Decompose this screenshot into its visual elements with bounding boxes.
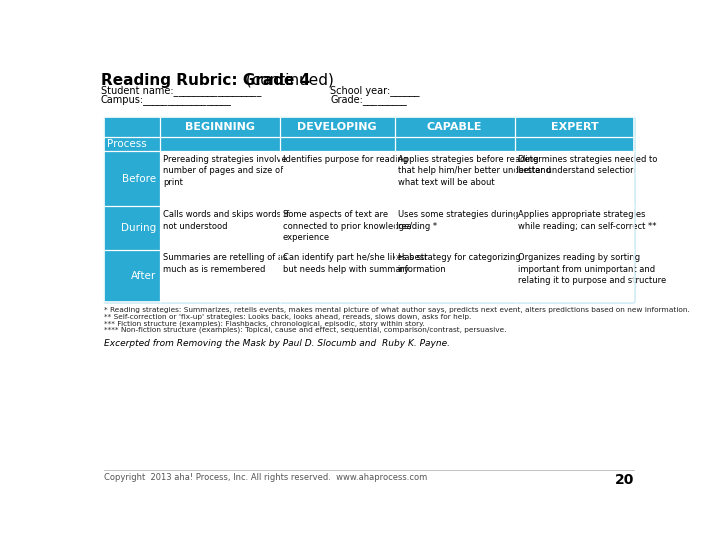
Bar [280, 206, 395, 249]
Text: School year:______: School year:______ [330, 85, 420, 96]
Text: Can identify part he/she likes best
but needs help with summary: Can identify part he/she likes best but … [283, 253, 428, 274]
Text: Copyright  2013 aha! Process, Inc. All rights reserved.  www.ahaprocess.com: Copyright 2013 aha! Process, Inc. All ri… [104, 473, 427, 482]
Bar [395, 206, 515, 249]
Text: CAPABLE: CAPABLE [427, 122, 482, 132]
Text: Grade:_________: Grade:_________ [330, 94, 407, 105]
Text: *** Fiction structure (examples): Flashbacks, chronological, episodic, story wit: *** Fiction structure (examples): Flashb… [104, 320, 425, 327]
Text: Excerpted from Removing the Mask by Paul D. Slocumb and  Ruby K. Payne.: Excerpted from Removing the Mask by Paul… [104, 339, 450, 348]
Bar [515, 151, 634, 206]
Text: BEGINNING: BEGINNING [185, 122, 255, 132]
Text: (continued): (continued) [241, 72, 334, 87]
Text: DEVELOPING: DEVELOPING [297, 122, 377, 132]
Text: ** Self-correction or 'fix-up' strategies: Looks back, looks ahead, rereads, slo: ** Self-correction or 'fix-up' strategie… [104, 314, 472, 320]
Text: Summaries are retelling of as
much as is remembered: Summaries are retelling of as much as is… [163, 253, 287, 274]
Text: Uses some strategies during
reading *: Uses some strategies during reading * [397, 211, 518, 231]
Text: Determines strategies needed to
better understand selection: Determines strategies needed to better u… [518, 155, 657, 176]
Bar [280, 151, 395, 206]
Text: Has strategy for categorizing
information: Has strategy for categorizing informatio… [397, 253, 521, 274]
Text: Applies strategies before reading
that help him/her better understand
what text : Applies strategies before reading that h… [397, 155, 551, 187]
Text: Campus:__________________: Campus:__________________ [101, 94, 232, 105]
Text: * Reading strategies: Summarizes, retells events, makes mental picture of what a: * Reading strategies: Summarizes, retell… [104, 307, 690, 313]
Text: EXPERT: EXPERT [551, 122, 598, 132]
Bar [515, 249, 634, 302]
Text: Process: Process [107, 139, 147, 149]
Bar [160, 206, 280, 249]
Bar [515, 206, 634, 249]
Text: Reading Rubric: Grade 4: Reading Rubric: Grade 4 [101, 72, 310, 87]
Text: After: After [130, 271, 156, 281]
Bar [160, 151, 280, 206]
Text: Some aspects of text are
connected to prior knowledge/
experience: Some aspects of text are connected to pr… [283, 211, 412, 242]
Text: Before: Before [122, 174, 156, 184]
Bar [280, 249, 395, 302]
Bar [160, 249, 280, 302]
Bar [395, 249, 515, 302]
Bar [104, 117, 634, 302]
Bar [104, 117, 634, 302]
Text: Prereading strategies involve
number of pages and size of
print: Prereading strategies involve number of … [163, 155, 287, 187]
Text: **** Non-fiction structure (examples): Topical, cause and effect, sequential, co: **** Non-fiction structure (examples): T… [104, 327, 506, 334]
Text: Student name:__________________: Student name:__________________ [101, 85, 261, 96]
Text: Identifies purpose for reading: Identifies purpose for reading [283, 155, 408, 164]
Text: During: During [121, 223, 156, 233]
Text: Calls words and skips words if
not understood: Calls words and skips words if not under… [163, 211, 289, 231]
Text: Organizes reading by sorting
important from unimportant and
relating it to purpo: Organizes reading by sorting important f… [518, 253, 666, 285]
Bar [395, 151, 515, 206]
Text: Applies appropriate strategies
while reading; can self-correct **: Applies appropriate strategies while rea… [518, 211, 657, 231]
Text: 20: 20 [615, 473, 634, 487]
